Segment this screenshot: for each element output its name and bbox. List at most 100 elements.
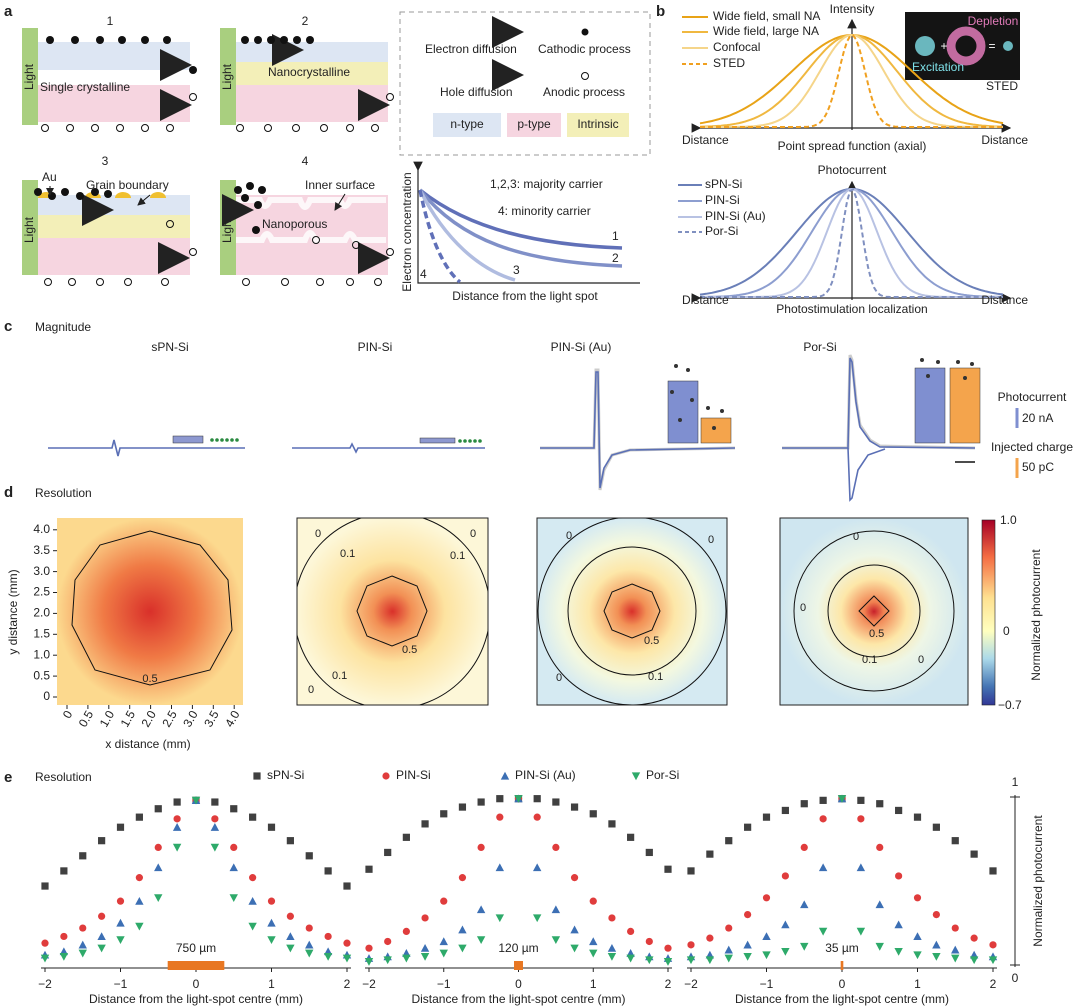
marker [211,798,219,806]
marker [725,837,733,845]
marker [589,897,597,905]
marker [589,810,597,818]
legend-text: sPN-Si [705,177,742,191]
trace-title: sPN-Si [151,340,188,354]
x-tick-label: 1 [590,977,597,991]
marker [687,867,695,875]
marker [97,932,106,941]
panel-label: b [656,3,665,20]
scale-bar [167,961,225,970]
legend-text: Por-Si [705,224,738,238]
contour-label: 0.1 [450,550,465,562]
marker [477,843,485,852]
marker [286,944,295,953]
marker [382,772,390,780]
marker [421,820,429,828]
marker [154,894,163,902]
marker [402,833,410,841]
axis-label: Photostimulation localization [776,302,927,316]
marker [172,823,182,831]
marker [988,956,998,965]
marker [626,954,635,963]
x-axis-label: Distance from the light-spot centre (mm) [89,992,303,1006]
marker [439,949,448,958]
marker [135,896,144,905]
light-label: Light [22,63,36,90]
marker [305,940,314,949]
marker [589,949,598,958]
marker [894,920,903,929]
x-tick-label: −1 [114,977,128,991]
marker [800,942,809,951]
x-tick-label: 0 [60,708,76,721]
annotation: 1,2,3: majority carrier [490,177,603,191]
device-number: 2 [302,14,309,28]
marker [533,795,541,803]
marker [913,951,922,960]
marker [135,874,143,882]
y-tick-label: 2.5 [33,585,50,599]
legend-text: PIN-Si [705,193,740,207]
marker [589,937,598,946]
marker [969,956,979,965]
light-label: Light [220,63,234,90]
marker [420,953,430,961]
marker [248,922,257,931]
scale-label: 20 nA [1022,411,1053,425]
y-tick-label: 3.5 [33,543,50,557]
marker [420,944,430,952]
contour-label: 0.5 [402,644,417,656]
image-label: + [940,39,947,53]
marker [856,927,866,936]
contour-label: 0.1 [340,548,355,560]
legend-text: sPN-Si [267,768,304,782]
x-tick-label: 0.5 [76,708,97,730]
device-number: 3 [102,154,109,168]
marker [477,798,485,806]
marker [932,911,940,919]
legend-box [399,11,651,156]
marker [210,823,220,831]
psf-plot [682,12,1020,133]
image-label: STED [986,79,1018,93]
marker [932,953,941,961]
marker [286,837,294,845]
marker [800,800,808,808]
curve [700,188,1003,298]
marker [876,843,884,852]
marker [552,843,560,852]
marker [781,872,789,880]
marker [476,905,486,914]
marker [439,937,448,946]
panel-label: e [4,769,12,786]
marker [135,813,143,821]
marker [533,813,541,821]
legend-text: n-type [450,117,484,131]
marker [383,956,392,965]
scale-bar [840,961,844,970]
x-tick-label: 1.0 [97,708,118,730]
marker [725,924,733,932]
y-tick-label: 1 [1012,775,1019,789]
contour-label: 0.5 [869,628,884,640]
marker [267,918,276,927]
marker [458,803,467,811]
panel-label: d [4,484,13,501]
marker [607,944,617,952]
marker [458,925,467,934]
marker [932,940,941,949]
marker [267,823,276,831]
axis-label: y distance (mm) [6,569,20,654]
device-3 [22,180,197,286]
contour-label: 0 [800,602,806,614]
marker [229,894,238,902]
marker [857,815,865,823]
marker [570,925,579,934]
contour-label: 0.5 [644,635,659,647]
x-tick-label: 2 [344,977,351,991]
axis-label: Intensity [830,2,875,16]
marker [78,949,87,958]
axis-label: Electron concentration [400,172,414,291]
marker [343,882,351,890]
marker [895,806,903,815]
